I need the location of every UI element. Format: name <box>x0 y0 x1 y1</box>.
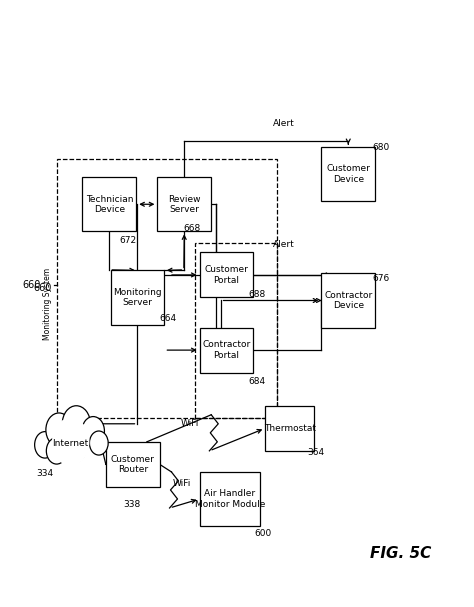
Bar <box>321 147 375 202</box>
Bar <box>157 177 211 231</box>
Text: 676: 676 <box>373 274 390 283</box>
Text: 672: 672 <box>120 236 137 245</box>
Text: Alert: Alert <box>273 240 295 249</box>
Text: Alert: Alert <box>273 118 295 127</box>
Text: Monitoring
Server: Monitoring Server <box>113 288 162 307</box>
Bar <box>265 405 314 451</box>
Text: Review
Server: Review Server <box>168 195 201 214</box>
Bar <box>200 472 260 526</box>
Circle shape <box>35 432 55 458</box>
Bar <box>200 253 254 297</box>
Text: 334: 334 <box>36 469 54 478</box>
Circle shape <box>82 416 104 446</box>
Text: Air Handler
Monitor Module: Air Handler Monitor Module <box>195 489 265 509</box>
Circle shape <box>90 431 108 455</box>
Text: 600: 600 <box>254 529 272 538</box>
Circle shape <box>62 405 91 442</box>
Circle shape <box>45 409 97 475</box>
Text: Customer
Device: Customer Device <box>326 164 370 184</box>
Text: 680: 680 <box>373 143 390 152</box>
Bar <box>321 273 375 328</box>
Text: 660: 660 <box>33 283 52 293</box>
Bar <box>195 243 277 418</box>
Text: Contractor
Portal: Contractor Portal <box>202 341 251 360</box>
Text: Internet: Internet <box>53 438 89 447</box>
Circle shape <box>65 436 86 463</box>
Bar <box>82 177 137 231</box>
Bar <box>110 271 164 325</box>
Text: 660: 660 <box>23 280 41 291</box>
Text: 664: 664 <box>159 314 176 323</box>
Circle shape <box>46 438 67 464</box>
Text: 338: 338 <box>123 501 140 509</box>
Text: 364: 364 <box>307 447 324 456</box>
Text: WiFi: WiFi <box>181 419 200 429</box>
Text: Customer
Router: Customer Router <box>111 455 155 474</box>
Text: 684: 684 <box>248 377 265 386</box>
Text: Customer
Portal: Customer Portal <box>204 265 248 285</box>
Circle shape <box>52 418 90 466</box>
Bar <box>200 328 254 373</box>
Circle shape <box>46 413 72 447</box>
Text: 668: 668 <box>184 224 201 233</box>
Text: 688: 688 <box>248 290 265 299</box>
Text: Contractor
Device: Contractor Device <box>324 291 373 310</box>
Text: WiFi: WiFi <box>173 480 191 489</box>
Bar <box>57 159 277 418</box>
Text: Monitoring System: Monitoring System <box>43 268 52 339</box>
Text: FIG. 5C: FIG. 5C <box>370 546 432 561</box>
Bar <box>106 442 160 487</box>
Text: Thermostat: Thermostat <box>264 424 316 433</box>
Text: Technician
Device: Technician Device <box>86 195 133 214</box>
